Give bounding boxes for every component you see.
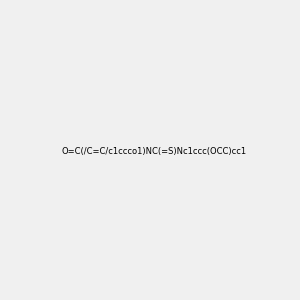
Text: O=C(/C=C/c1ccco1)NC(=S)Nc1ccc(OCC)cc1: O=C(/C=C/c1ccco1)NC(=S)Nc1ccc(OCC)cc1 [61, 147, 246, 156]
